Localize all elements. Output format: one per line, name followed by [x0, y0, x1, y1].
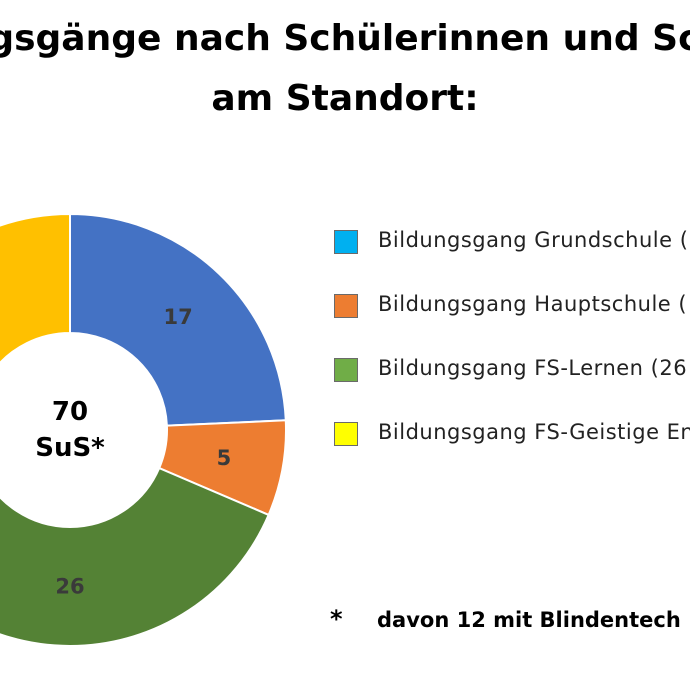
chart-title-line-2: am Standort: [211, 78, 479, 119]
footnote: * davon 12 mit Blindentech [330, 605, 690, 633]
chart-title-line-1: Bildungsgänge nach Schülerinnen und Schü… [0, 18, 690, 59]
donut-center-label-1: SuS* [35, 433, 105, 463]
legend: Bildungsgang Grundschule ( Bildungsgang … [334, 228, 690, 484]
donut-data-label-2: 26 [55, 575, 84, 599]
donut-slice-2 [0, 466, 270, 647]
legend-label-grundschule: Bildungsgang Grundschule ( [378, 228, 689, 252]
legend-item-fs-geistige: Bildungsgang FS-Geistige En [334, 420, 690, 484]
legend-label-fs-geistige: Bildungsgang FS-Geistige En [378, 420, 690, 444]
footnote-marker: * [330, 605, 343, 633]
legend-item-hauptschule: Bildungsgang Hauptschule ( [334, 292, 690, 356]
donut-center-label-0: 70 [52, 397, 88, 427]
legend-label-fs-lernen: Bildungsgang FS-Lernen (26 [378, 356, 688, 380]
legend-item-grundschule: Bildungsgang Grundschule ( [334, 228, 690, 292]
legend-swatch-fs-lernen [334, 358, 358, 382]
donut-chart: 17 5 26 70 SuS* [0, 212, 287, 647]
donut-data-label-1: 5 [217, 446, 232, 470]
legend-swatch-grundschule [334, 230, 358, 254]
legend-label-hauptschule: Bildungsgang Hauptschule ( [378, 292, 688, 316]
footnote-text: davon 12 mit Blindentech [377, 608, 681, 632]
chart-title: Bildungsgänge nach Schülerinnen und Schü… [0, 0, 690, 130]
donut-data-label-0: 17 [164, 305, 193, 329]
donut-slice-0 [69, 212, 287, 427]
legend-swatch-fs-geistige [334, 422, 358, 446]
donut-slice-3 [0, 212, 71, 365]
legend-item-fs-lernen: Bildungsgang FS-Lernen (26 [334, 356, 690, 420]
legend-swatch-hauptschule [334, 294, 358, 318]
